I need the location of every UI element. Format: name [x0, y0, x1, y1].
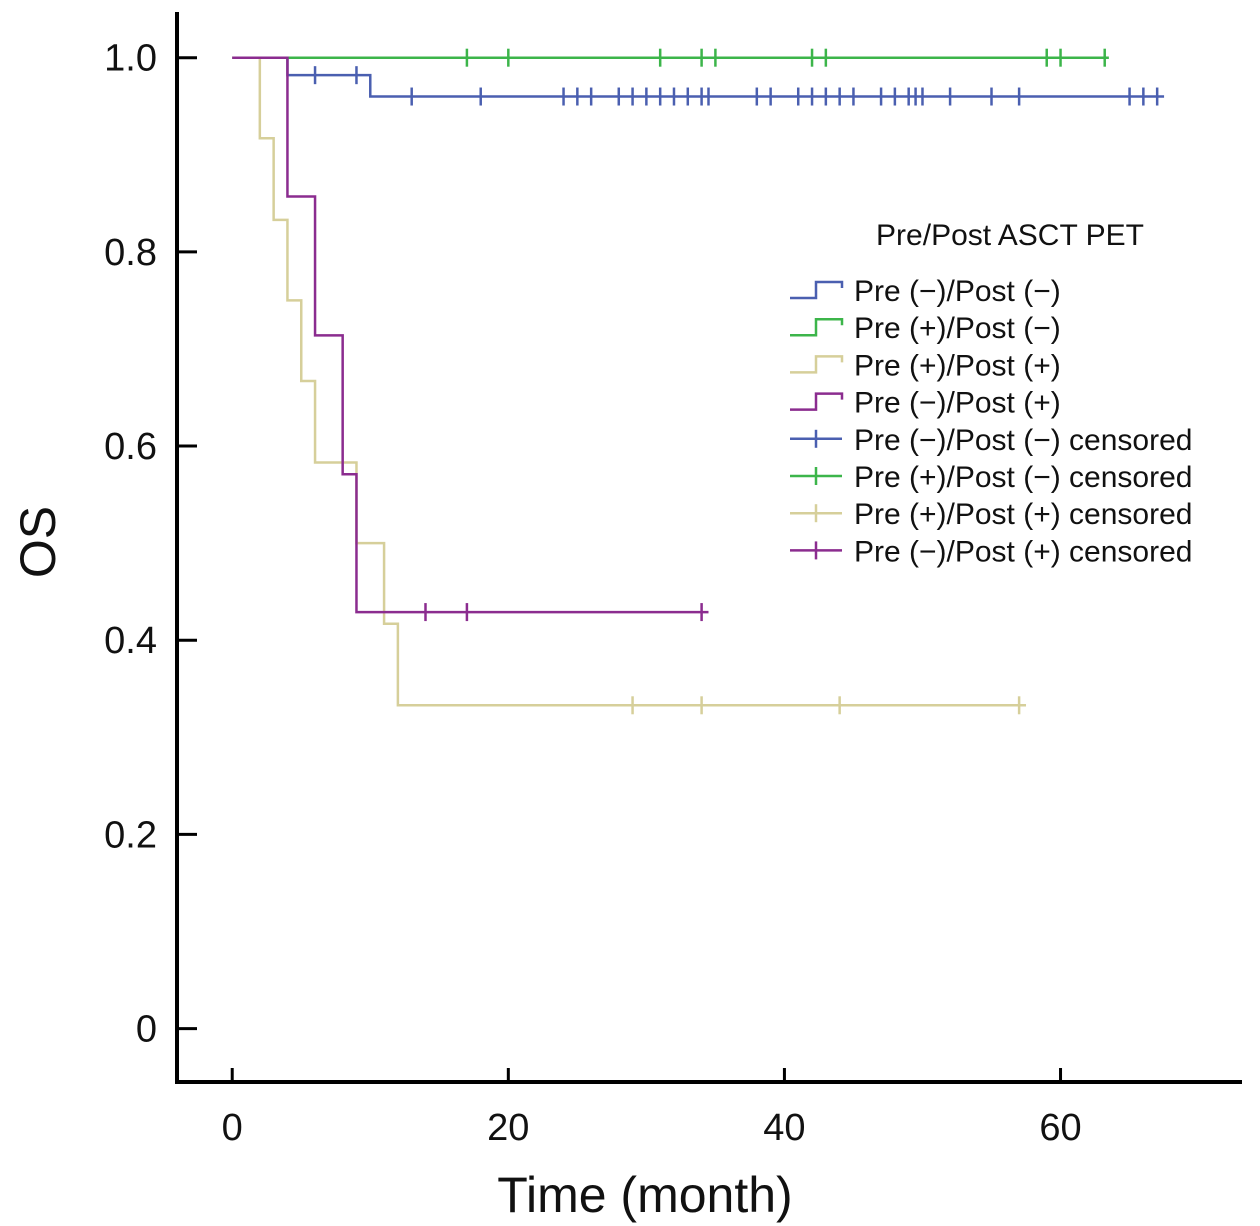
km-series-line-2: [232, 56, 1027, 707]
legend-item: Pre (+)/Post (+) censored: [790, 498, 1192, 531]
y-ticks: 0 0.2 0.4 0.6 0.8 1.0: [104, 38, 197, 1051]
y-tick-label: 0.4: [104, 620, 157, 662]
y-tick-label: 0.6: [104, 426, 157, 468]
axes: 0 20 40 60 0 0.2 0.4 0.6 0.8 1.0: [104, 12, 1242, 1149]
legend-item: Pre (−)/Post (−): [790, 275, 1061, 308]
x-tick-label: 20: [487, 1107, 529, 1149]
legend-label: Pre (+)/Post (+) censored: [854, 498, 1192, 531]
x-ticks: 0 20 40 60: [222, 1068, 1082, 1149]
legend-line-swatch: [790, 355, 844, 374]
legend-label: Pre (−)/Post (+) censored: [854, 535, 1192, 568]
legend-label: Pre (+)/Post (−): [854, 312, 1061, 345]
plot-area: [232, 48, 1165, 715]
legend-title: Pre/Post ASCT PET: [876, 219, 1144, 252]
legend-label: Pre (+)/Post (+): [854, 349, 1061, 382]
legend-item: Pre (+)/Post (−) censored: [790, 461, 1192, 494]
legend-items: Pre (−)/Post (−) Pre (+)/Post (−) Pre (+)/…: [790, 275, 1192, 568]
legend-item: Pre (−)/Post (+) censored: [790, 535, 1192, 568]
legend-label: Pre (−)/Post (−): [854, 275, 1061, 308]
x-tick-label: 60: [1039, 1107, 1081, 1149]
x-axis-title: Time (month): [497, 1167, 792, 1223]
legend-line-swatch: [790, 280, 844, 300]
legend-item: Pre (−)/Post (−) censored: [790, 424, 1192, 457]
legend-item: Pre (+)/Post (+): [790, 349, 1061, 382]
legend-label: Pre (−)/Post (+): [854, 387, 1061, 420]
legend-label: Pre (−)/Post (−) censored: [854, 424, 1192, 457]
legend: Pre/Post ASCT PET Pre (−)/Post (−) Pre (+…: [790, 219, 1192, 568]
legend-item: Pre (−)/Post (+): [790, 387, 1061, 420]
legend-item: Pre (+)/Post (−): [790, 312, 1061, 345]
km-series-line-0: [232, 56, 1165, 98]
legend-line-swatch: [790, 392, 844, 411]
y-tick-label: 0.8: [104, 232, 157, 274]
x-tick-label: 0: [222, 1107, 243, 1149]
y-tick-label: 1.0: [104, 38, 157, 80]
y-tick-label: 0: [136, 1009, 157, 1051]
km-series-line-3: [232, 56, 709, 614]
y-axis-title: OS: [10, 506, 66, 578]
y-tick-label: 0.2: [104, 814, 157, 856]
x-tick-label: 40: [763, 1107, 805, 1149]
legend-line-swatch: [790, 317, 844, 337]
legend-label: Pre (+)/Post (−) censored: [854, 461, 1192, 494]
